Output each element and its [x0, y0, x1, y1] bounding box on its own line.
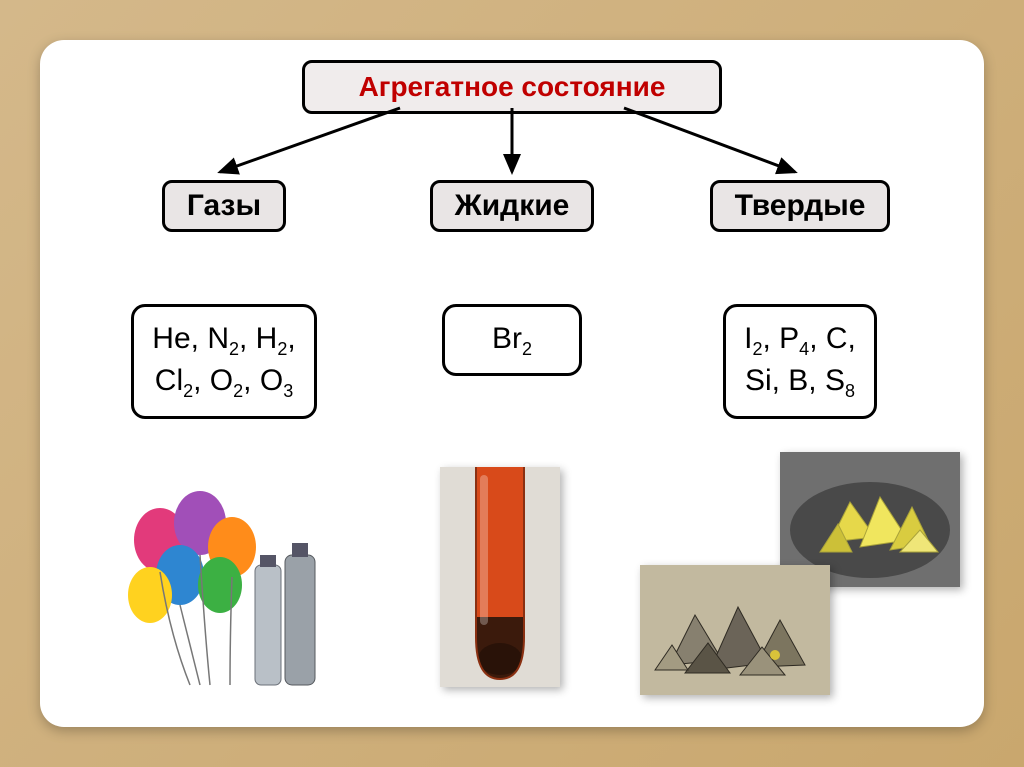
cat-gases: Газы: [162, 180, 286, 232]
category-row: Газы He, N2, H2,Cl2, O2, O3 Жидкие Br2 Т…: [40, 180, 984, 419]
liquid-bromine-tube-icon: [440, 467, 560, 687]
solid-silicon-crystals-icon: [640, 565, 830, 695]
cat-solids: Твердые: [710, 180, 891, 232]
cat-liquids: Жидкие: [430, 180, 595, 232]
slide-frame: Агрегатное состояние Газы He, N2, H2,Cl2…: [40, 40, 984, 727]
formulas-gases: He, N2, H2,Cl2, O2, O3: [131, 304, 316, 419]
gas-balloons-cylinders-icon: [120, 485, 340, 695]
arrow-to-gases: [40, 40, 984, 200]
image-area: [40, 435, 984, 695]
col-gases: Газы He, N2, H2,Cl2, O2, O3: [84, 180, 364, 419]
col-liquids: Жидкие Br2: [372, 180, 652, 419]
col-solids: Твердые I2, P4, C,Si, B, S8: [660, 180, 940, 419]
formulas-solids: I2, P4, C,Si, B, S8: [723, 304, 877, 419]
formulas-liquids: Br2: [442, 304, 582, 376]
